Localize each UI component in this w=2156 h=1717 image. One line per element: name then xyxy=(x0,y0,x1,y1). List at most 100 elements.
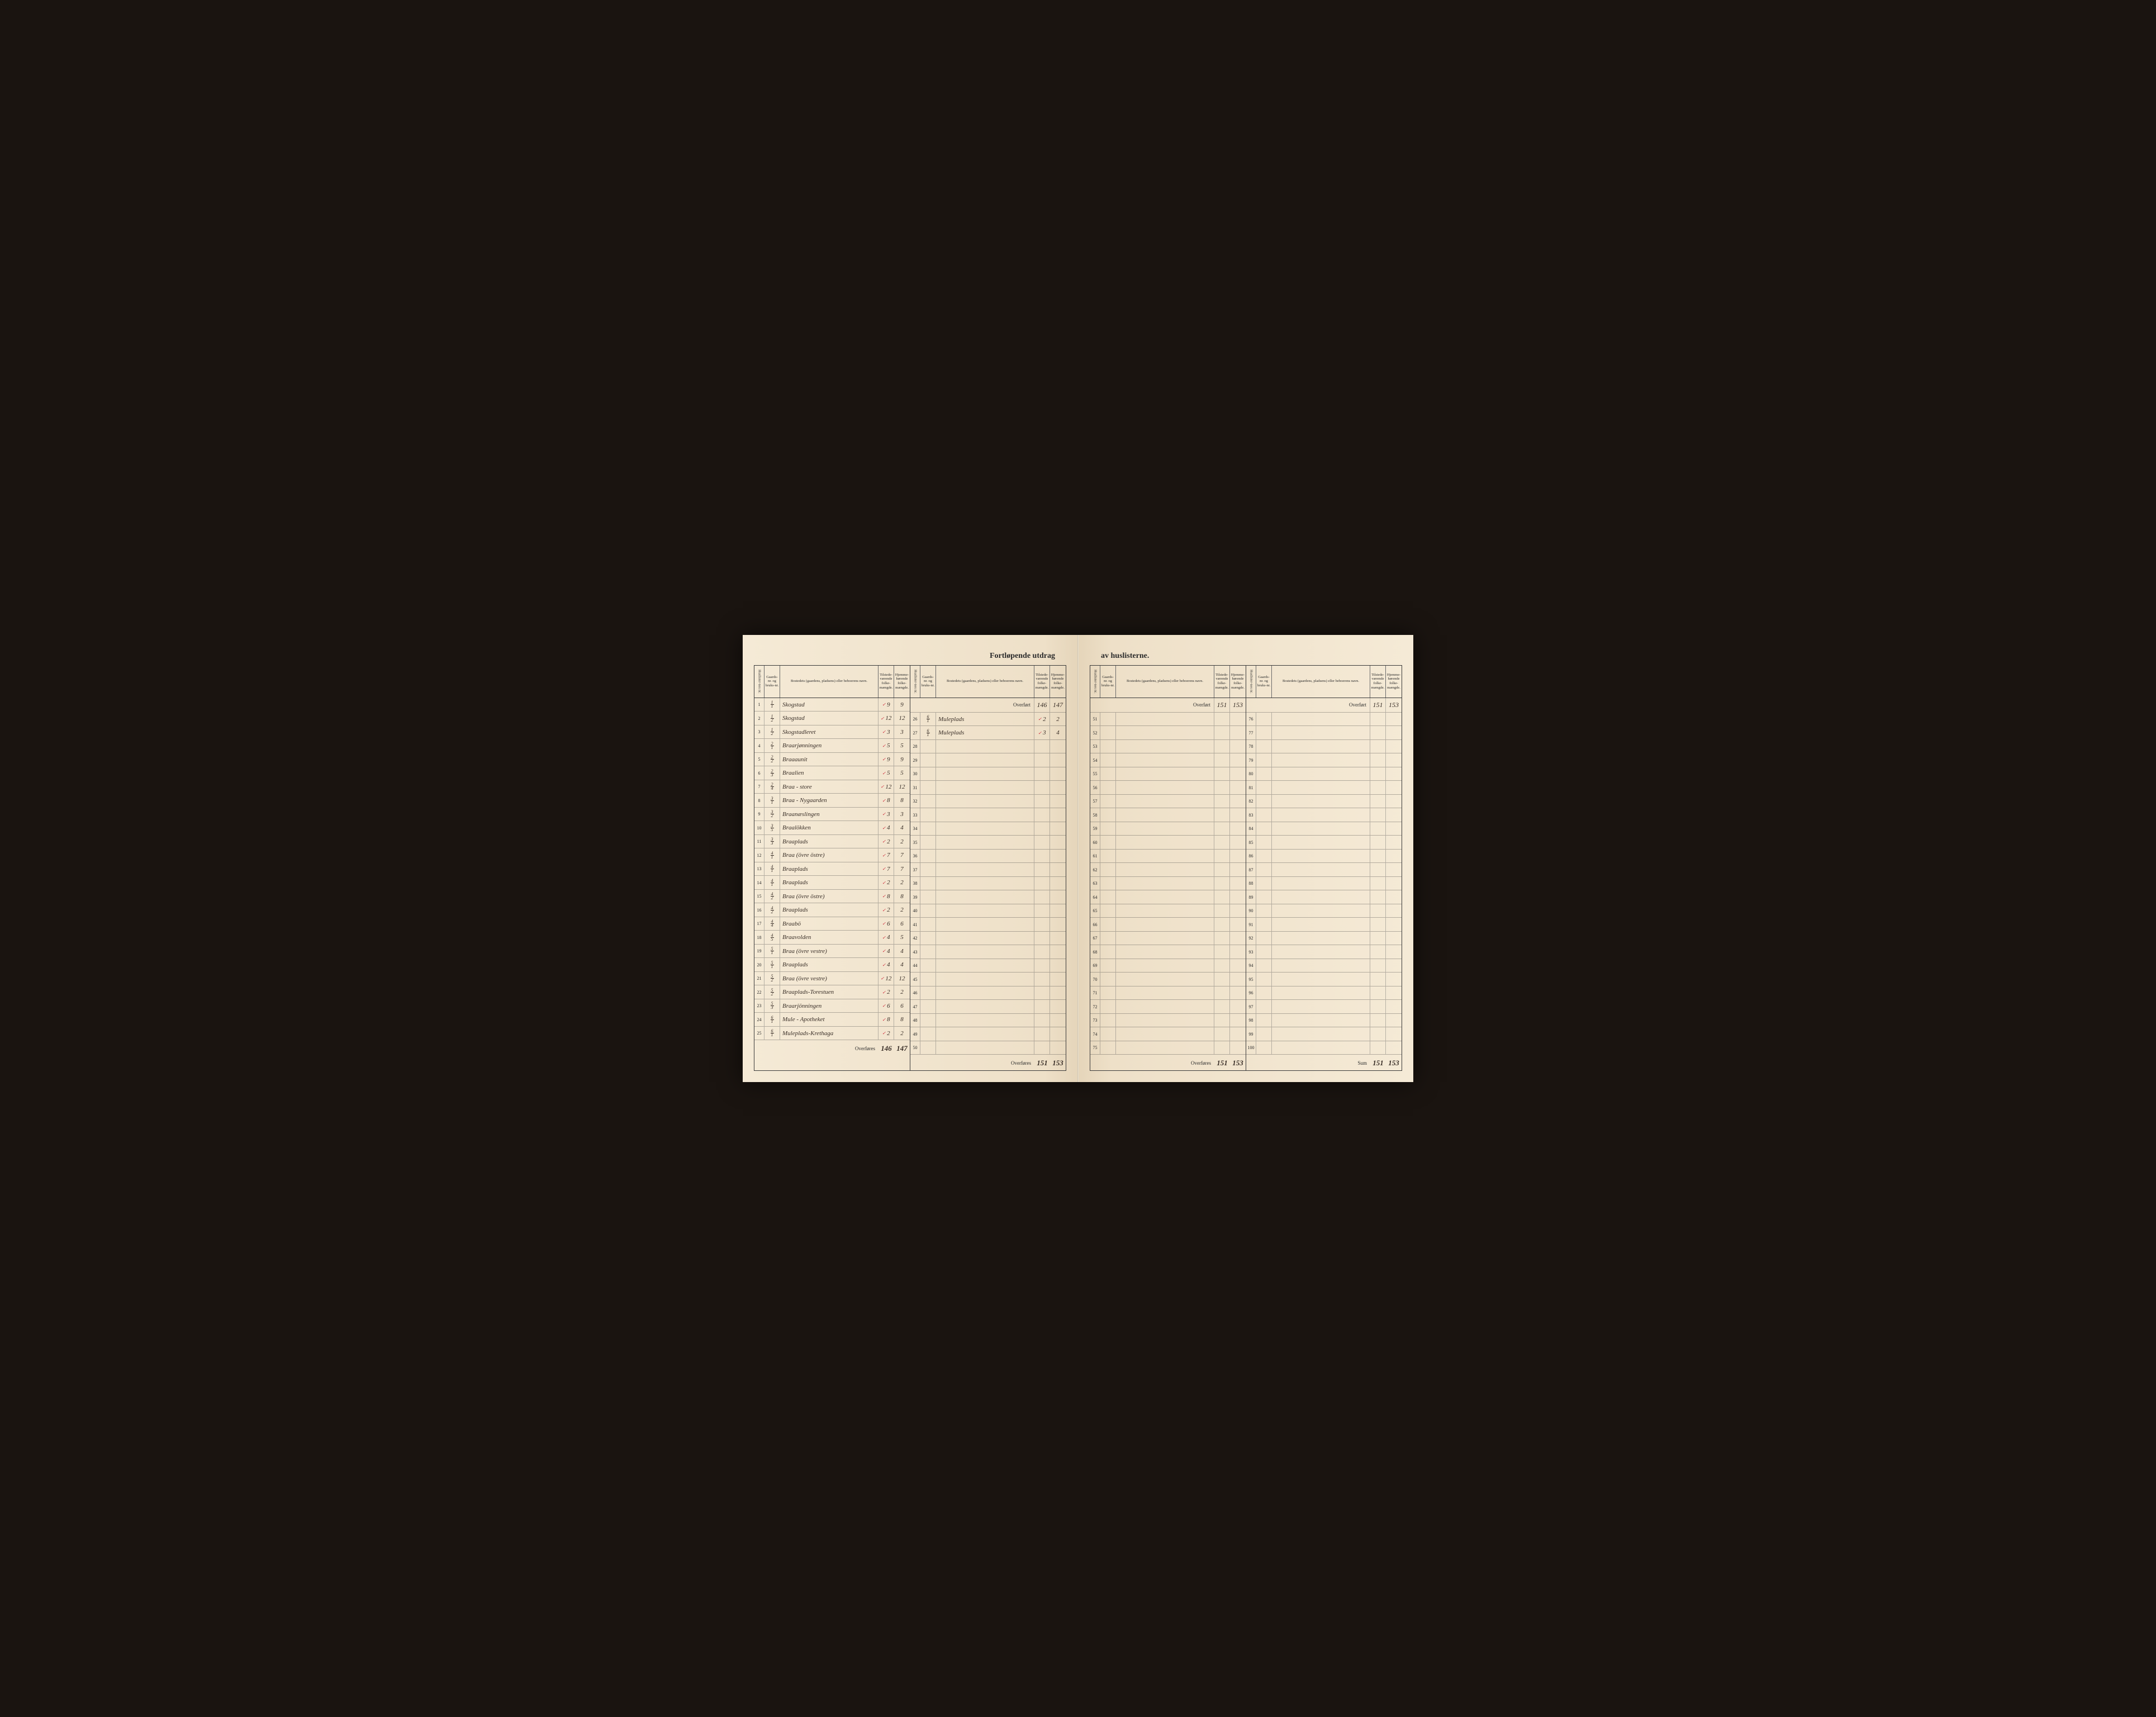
overfort-tilst: 151 xyxy=(1370,698,1386,712)
gaards-nr xyxy=(920,822,936,836)
tilstede-val: ✓4 xyxy=(878,931,894,944)
gaards-nr xyxy=(1100,932,1116,945)
table-row: 98 xyxy=(1246,1014,1402,1028)
row-number: 100 xyxy=(1246,1041,1256,1055)
tilstede-val xyxy=(1034,753,1050,767)
bosted-name: Muleplads xyxy=(936,713,1034,726)
row-number: 96 xyxy=(1246,986,1256,1000)
row-number: 51 xyxy=(1090,713,1100,726)
row-number: 76 xyxy=(1246,713,1256,726)
tilstede-val xyxy=(1370,904,1386,918)
hjemme-val xyxy=(1230,932,1246,945)
tilstede-val: ✓6 xyxy=(878,999,894,1013)
footer-label: Overføres xyxy=(910,1056,1034,1070)
table-row: 1441Braaplads✓22 xyxy=(754,876,910,890)
hjemme-val xyxy=(1050,863,1066,876)
tilstede-val: ✓4 xyxy=(878,945,894,958)
hjemme-val xyxy=(1386,836,1402,849)
footer-tilst: 151 xyxy=(1214,1056,1230,1070)
bosted-name xyxy=(1272,932,1370,945)
gaards-nr: 32 xyxy=(764,808,780,821)
tilstede-val xyxy=(1370,726,1386,739)
tilstede-val: ✓8 xyxy=(878,890,894,903)
tilstede-val xyxy=(1370,1027,1386,1041)
gaards-nr xyxy=(920,836,936,849)
bosted-name xyxy=(936,890,1034,904)
footer-label: Overføres xyxy=(1090,1056,1214,1070)
gaards-nr xyxy=(920,945,936,959)
bosted-name xyxy=(1116,932,1214,945)
bosted-name xyxy=(1272,890,1370,904)
hjemme-val xyxy=(1230,850,1246,863)
table-row: 83 xyxy=(1246,808,1402,822)
overfort-tilst: 151 xyxy=(1214,698,1230,712)
hjemme-val: 8 xyxy=(894,890,910,903)
hjemme-val xyxy=(1050,822,1066,836)
hjemme-val xyxy=(1386,904,1402,918)
check-icon: ✓ xyxy=(882,743,886,748)
gaards-nr xyxy=(1256,1041,1272,1055)
tilstede-val xyxy=(1034,918,1050,931)
hjemme-val xyxy=(1386,973,1402,986)
hjemme-val: 5 xyxy=(894,766,910,780)
tilstede-val: ✓6 xyxy=(878,917,894,931)
table-row: 100 xyxy=(1246,1041,1402,1055)
hjemme-val xyxy=(1050,1000,1066,1013)
overfort-row: Overført146147 xyxy=(910,698,1066,713)
hjemme-val: 12 xyxy=(894,712,910,725)
tilstede-val: ✓5 xyxy=(878,739,894,752)
header-bosted: Bostedets (gaardens, pladsens) eller beb… xyxy=(1272,666,1370,698)
table-row: 82 xyxy=(1246,795,1402,809)
row-number: 37 xyxy=(910,863,920,876)
row-number: 17 xyxy=(754,917,764,931)
tilstede-val xyxy=(1370,918,1386,931)
tilstede-val xyxy=(1370,890,1386,904)
overfort-row: Overført151153 xyxy=(1090,698,1246,713)
hjemme-val: 3 xyxy=(894,808,910,821)
tilstede-val: ✓8 xyxy=(878,1013,894,1026)
bosted-name: Muleplads-Krethaga xyxy=(780,1027,878,1040)
row-number: 22 xyxy=(754,985,764,999)
row-number: 57 xyxy=(1090,795,1100,808)
row-number: 72 xyxy=(1090,1000,1100,1013)
gaards-nr: 45 xyxy=(764,931,780,944)
tilstede-val xyxy=(1034,822,1050,836)
gaards-nr xyxy=(920,932,936,945)
tilstede-val xyxy=(1370,1014,1386,1027)
bosted-name xyxy=(1116,918,1214,931)
hjemme-val xyxy=(1050,836,1066,849)
tilstede-val xyxy=(1214,767,1230,781)
tilstede-val xyxy=(1034,932,1050,945)
row-number: 15 xyxy=(754,890,764,903)
gaards-nr: 44 xyxy=(764,917,780,931)
gaards-nr xyxy=(1100,904,1116,918)
hjemme-val: 4 xyxy=(894,958,910,971)
tilstede-val xyxy=(1034,808,1050,822)
hjemme-val xyxy=(1230,1041,1246,1055)
gaards-nr xyxy=(1256,795,1272,808)
header-tilst: Tilstede-værende folke-mængde. xyxy=(878,666,894,698)
row-number: 59 xyxy=(1090,822,1100,836)
tilstede-val xyxy=(1034,890,1050,904)
check-icon: ✓ xyxy=(882,894,886,899)
bosted-name xyxy=(936,932,1034,945)
header-tilst: Tilstede-værende folke-mængde. xyxy=(1370,666,1386,698)
hjemme-val xyxy=(1230,1014,1246,1027)
row-number: 6 xyxy=(754,766,764,780)
hjemme-val xyxy=(1386,753,1402,767)
tilstede-val xyxy=(1214,973,1230,986)
tilstede-val xyxy=(1034,973,1050,986)
tilstede-val xyxy=(1214,740,1230,753)
hjemme-val xyxy=(1386,1027,1402,1041)
row-number: 21 xyxy=(754,972,764,985)
table-row: 59 xyxy=(1090,822,1246,836)
table-row: 90 xyxy=(1246,904,1402,918)
gaards-nr xyxy=(1100,713,1116,726)
hjemme-val xyxy=(1230,863,1246,876)
table-row: 61 xyxy=(1090,850,1246,864)
row-number: 64 xyxy=(1090,890,1100,904)
gaards-nr xyxy=(920,1014,936,1027)
check-icon: ✓ xyxy=(882,771,886,776)
row-number: 5 xyxy=(754,753,764,766)
table-row: 42 xyxy=(910,932,1066,946)
